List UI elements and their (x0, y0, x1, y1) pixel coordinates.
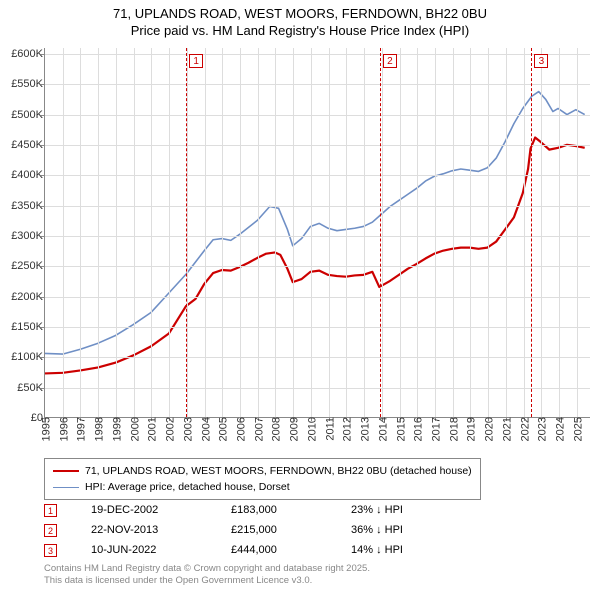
y-axis-label: £100K (11, 351, 45, 363)
x-axis-label: 1998 (92, 417, 106, 441)
x-axis-label: 2015 (393, 417, 407, 441)
legend-row-hpi: HPI: Average price, detached house, Dors… (53, 479, 472, 495)
legend: 71, UPLANDS ROAD, WEST MOORS, FERNDOWN, … (44, 458, 481, 500)
legend-row-price-paid: 71, UPLANDS ROAD, WEST MOORS, FERNDOWN, … (53, 463, 472, 479)
footer-line-1: Contains HM Land Registry data © Crown c… (44, 563, 370, 574)
x-axis-label: 2022 (517, 417, 531, 441)
legend-swatch-price-paid (53, 470, 79, 472)
x-axis-label: 2024 (553, 417, 567, 441)
x-axis-label: 2025 (570, 417, 584, 441)
x-axis-label: 2014 (375, 417, 389, 441)
x-axis-label: 1999 (109, 417, 123, 441)
x-axis-label: 1995 (39, 417, 53, 441)
y-axis-label: £50K (17, 382, 45, 394)
x-axis-label: 2016 (411, 417, 425, 441)
x-axis-label: 2006 (234, 417, 248, 441)
x-axis-label: 2010 (304, 417, 318, 441)
y-axis-label: £200K (11, 291, 45, 303)
y-axis-label: £300K (11, 230, 45, 242)
event-price: £215,000 (231, 524, 351, 536)
event-marker: 3 (534, 54, 548, 68)
x-axis-label: 2001 (145, 417, 159, 441)
y-axis-label: £150K (11, 321, 45, 333)
x-axis-label: 2017 (429, 417, 443, 441)
x-axis-label: 2002 (163, 417, 177, 441)
chart-plot-area: £0£50K£100K£150K£200K£250K£300K£350K£400… (44, 48, 590, 418)
x-axis-label: 2011 (322, 417, 336, 441)
event-delta: 14% ↓ HPI (351, 544, 403, 556)
y-axis-label: £250K (11, 260, 45, 272)
series-line-price_paid (45, 138, 585, 374)
y-axis-label: £400K (11, 169, 45, 181)
x-axis-label: 2013 (358, 417, 372, 441)
x-axis-label: 2009 (287, 417, 301, 441)
chart-title: 71, UPLANDS ROAD, WEST MOORS, FERNDOWN, … (0, 0, 600, 40)
y-axis-label: £550K (11, 78, 45, 90)
y-axis-label: £500K (11, 109, 45, 121)
x-axis-label: 2018 (446, 417, 460, 441)
chart-lines-svg (45, 48, 590, 417)
footer: Contains HM Land Registry data © Crown c… (44, 563, 370, 586)
event-delta: 23% ↓ HPI (351, 504, 403, 516)
event-marker: 2 (383, 54, 397, 68)
x-axis-label: 2007 (251, 417, 265, 441)
footer-line-2: This data is licensed under the Open Gov… (44, 575, 370, 586)
event-row: 2 22-NOV-2013 £215,000 36% ↓ HPI (44, 520, 403, 540)
event-row: 1 19-DEC-2002 £183,000 23% ↓ HPI (44, 500, 403, 520)
event-date: 19-DEC-2002 (91, 504, 231, 516)
events-table: 1 19-DEC-2002 £183,000 23% ↓ HPI 2 22-NO… (44, 500, 403, 560)
x-axis-label: 2003 (180, 417, 194, 441)
event-row: 3 10-JUN-2022 £444,000 14% ↓ HPI (44, 540, 403, 560)
x-axis-label: 2000 (127, 417, 141, 441)
legend-swatch-hpi (53, 487, 79, 488)
event-price: £183,000 (231, 504, 351, 516)
x-axis-label: 2008 (269, 417, 283, 441)
event-delta: 36% ↓ HPI (351, 524, 403, 536)
event-marker-box: 3 (44, 544, 57, 557)
event-marker-box: 2 (44, 524, 57, 537)
x-axis-label: 2005 (216, 417, 230, 441)
title-line-1: 71, UPLANDS ROAD, WEST MOORS, FERNDOWN, … (0, 6, 600, 23)
x-axis-label: 2012 (340, 417, 354, 441)
x-axis-label: 2019 (464, 417, 478, 441)
event-marker: 1 (189, 54, 203, 68)
legend-label-hpi: HPI: Average price, detached house, Dors… (85, 481, 290, 493)
event-marker-box: 1 (44, 504, 57, 517)
y-axis-label: £600K (11, 48, 45, 60)
y-axis-label: £350K (11, 200, 45, 212)
x-axis-label: 1997 (74, 417, 88, 441)
event-date: 10-JUN-2022 (91, 544, 231, 556)
chart-container: 71, UPLANDS ROAD, WEST MOORS, FERNDOWN, … (0, 0, 600, 590)
x-axis-label: 2004 (198, 417, 212, 441)
title-line-2: Price paid vs. HM Land Registry's House … (0, 23, 600, 40)
event-price: £444,000 (231, 544, 351, 556)
legend-label-price-paid: 71, UPLANDS ROAD, WEST MOORS, FERNDOWN, … (85, 465, 472, 477)
x-axis-label: 2023 (535, 417, 549, 441)
event-date: 22-NOV-2013 (91, 524, 231, 536)
y-axis-label: £450K (11, 139, 45, 151)
series-line-hpi (45, 92, 585, 355)
x-axis-label: 2020 (482, 417, 496, 441)
x-axis-label: 1996 (56, 417, 70, 441)
x-axis-label: 2021 (499, 417, 513, 441)
